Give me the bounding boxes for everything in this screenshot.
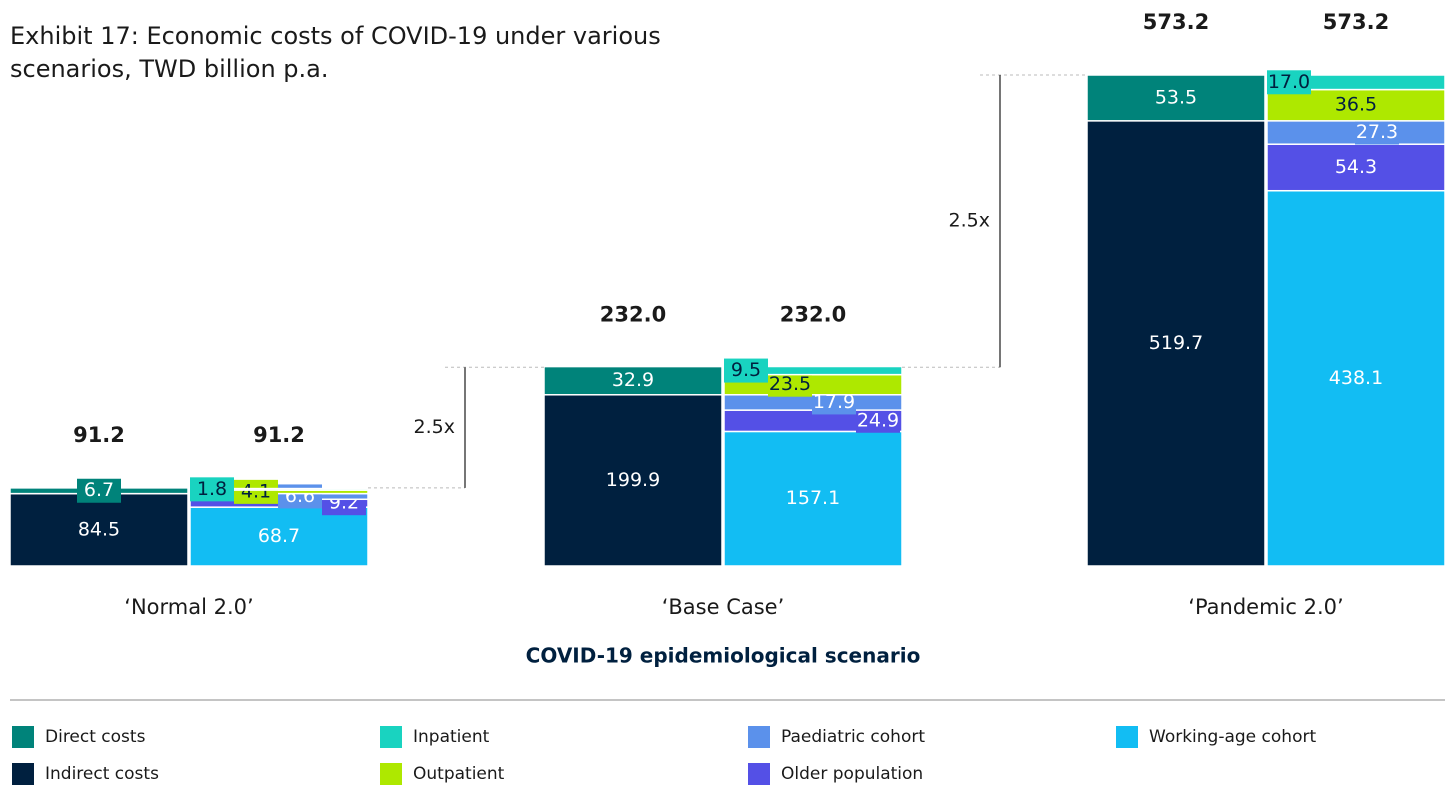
ratio-label: 2.5x (414, 416, 455, 438)
bar-segment (9, 492, 189, 567)
legend-swatch (1116, 726, 1138, 748)
legend-label: Paediatric cohort (781, 727, 925, 747)
value-label-box (856, 408, 900, 433)
total-label: 573.2 (1323, 10, 1389, 34)
legend-swatch (380, 726, 402, 748)
value-label: 23.5 (769, 373, 811, 395)
value-label: 157.1 (786, 487, 840, 509)
value-label-box (1355, 120, 1399, 145)
bar-segment (1266, 189, 1446, 567)
bar-segment (543, 394, 723, 567)
x-axis-label: COVID-19 epidemiological scenario (526, 644, 921, 668)
total-label: 573.2 (1143, 10, 1209, 34)
legend-label: Older population (781, 764, 923, 784)
value-label: 17.9 (813, 391, 855, 413)
value-label: 519.7 (1149, 332, 1203, 354)
value-label: 6.7 (84, 479, 114, 501)
bar-segment (1086, 74, 1266, 122)
value-label-box (724, 358, 768, 383)
value-label: 1.8 (197, 478, 227, 500)
value-label: 68.7 (258, 525, 300, 547)
ratio-label: 2.5x (949, 210, 990, 232)
legend-label: Working-age cohort (1149, 727, 1316, 747)
value-label: 84.5 (78, 518, 120, 540)
group-label: ‘Normal 2.0’ (124, 595, 253, 619)
value-label: 9.5 (731, 359, 761, 381)
value-label: 17.0 (1268, 71, 1310, 93)
total-label: 91.2 (73, 423, 125, 447)
legend-label: Inpatient (413, 727, 490, 747)
chart-title: Exhibit 17: Economic costs of COVID-19 u… (10, 22, 661, 83)
value-label: 199.9 (606, 469, 660, 491)
group-label: ‘Base Case’ (662, 595, 785, 619)
value-label-box (190, 477, 234, 502)
legend-label: Direct costs (45, 727, 146, 747)
value-label: 4.1 (241, 480, 271, 502)
value-label-box (77, 478, 121, 503)
legend-swatch (380, 763, 402, 785)
value-label: 54.3 (1335, 156, 1377, 178)
value-label: 36.5 (1335, 94, 1377, 116)
bar-segment (543, 365, 723, 396)
total-label: 91.2 (253, 423, 305, 447)
legend-swatch (748, 726, 770, 748)
bar-segment (1266, 88, 1446, 122)
total-label: 232.0 (600, 302, 666, 326)
legend-swatch (12, 763, 34, 785)
bar-segment (1266, 143, 1446, 192)
group-label: ‘Pandemic 2.0’ (1188, 595, 1343, 619)
value-label: 32.9 (612, 369, 654, 391)
legend-swatch (748, 763, 770, 785)
bar-segment (723, 430, 903, 567)
value-label-box (768, 372, 812, 397)
value-label: 438.1 (1329, 367, 1383, 389)
legend-label: Indirect costs (45, 764, 159, 784)
legend-swatch (12, 726, 34, 748)
value-label-box (1267, 70, 1311, 95)
value-label-box (234, 479, 278, 504)
value-label: 53.5 (1155, 86, 1197, 108)
legend-label: Outpatient (413, 764, 505, 784)
value-label: 27.3 (1356, 121, 1398, 143)
total-label: 232.0 (780, 302, 846, 326)
value-label: 24.9 (857, 409, 899, 431)
bar-segment (1086, 120, 1266, 567)
